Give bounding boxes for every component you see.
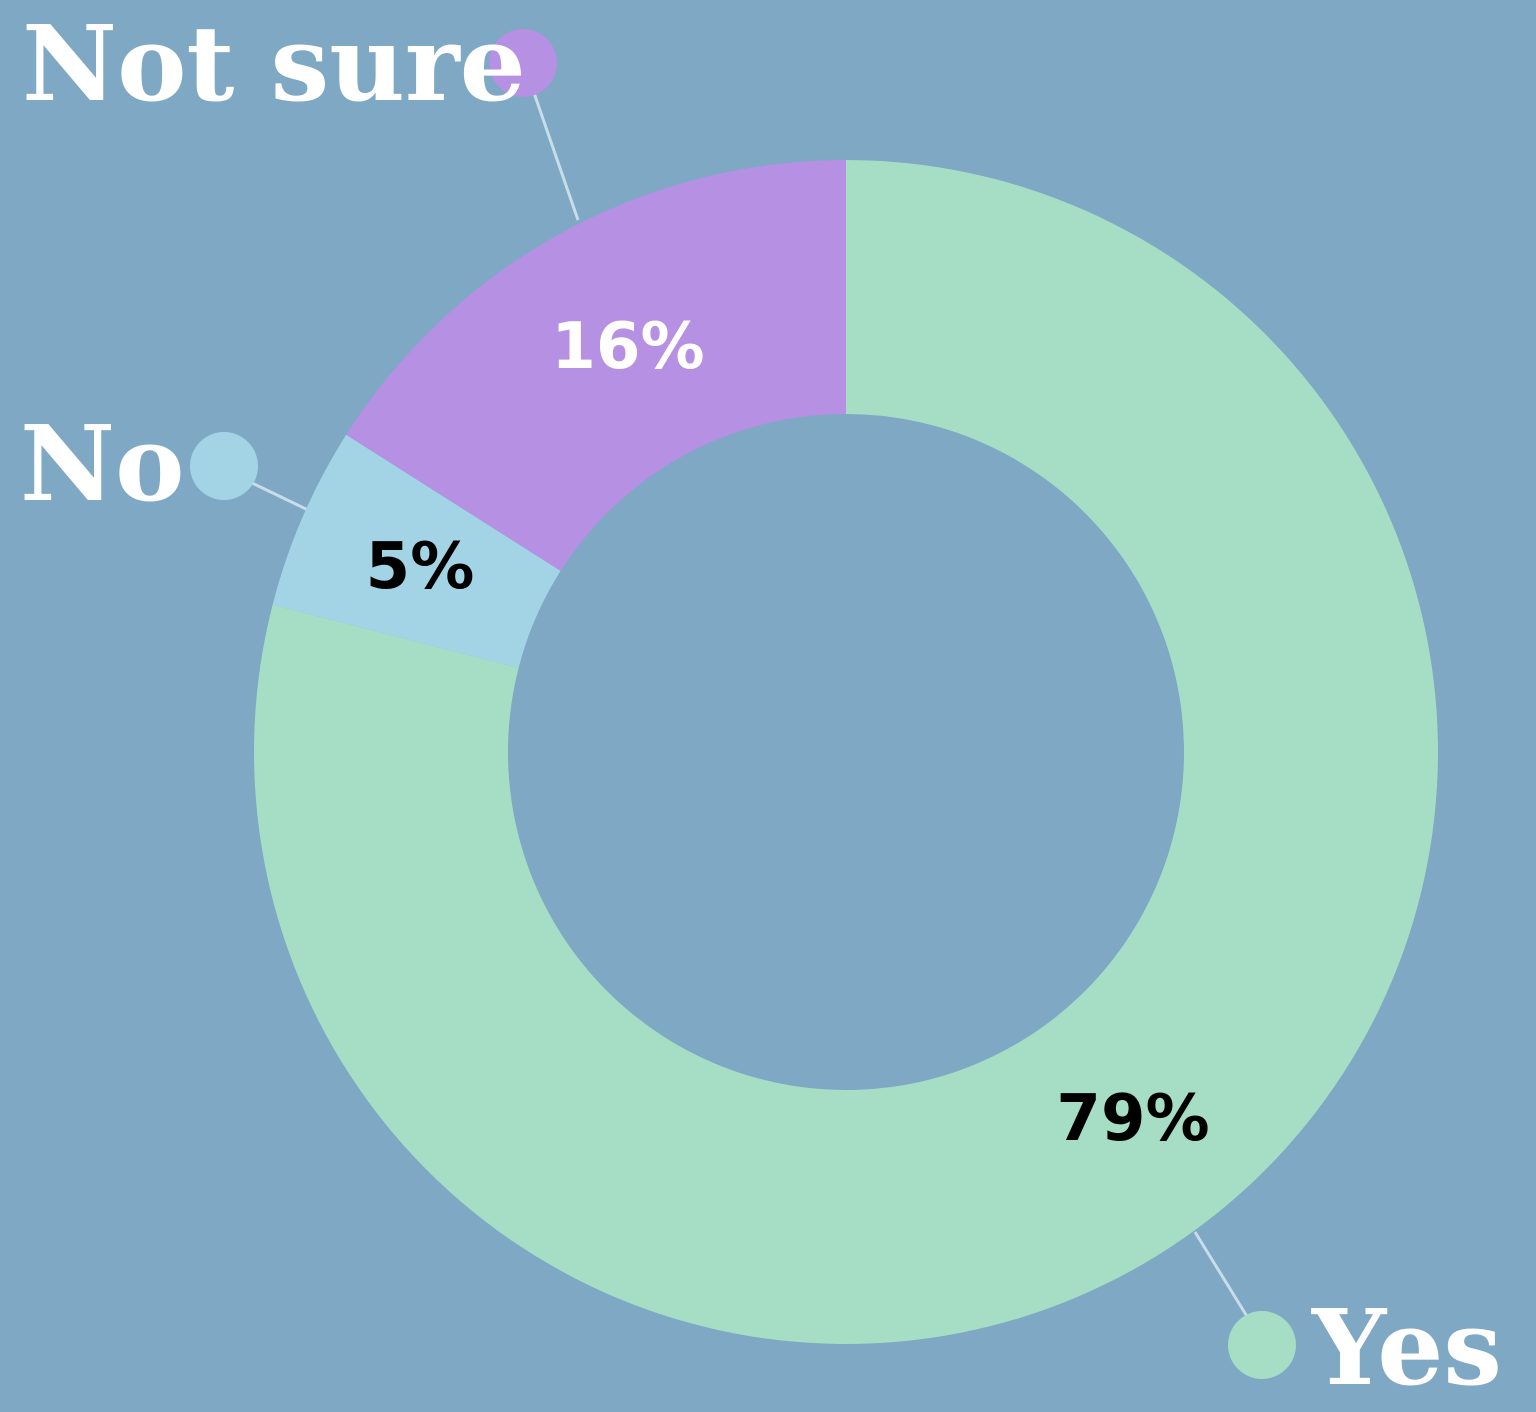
donut-slices: [254, 160, 1438, 1344]
legend-dots: [190, 29, 1296, 1379]
value-label-not-sure: 16%: [551, 310, 704, 384]
value-label-yes: 79%: [1056, 1082, 1209, 1156]
legend-dot-no: [190, 432, 258, 500]
legend-dot-yes: [1228, 1311, 1296, 1379]
category-label-not-sure: Not sure: [22, 2, 526, 125]
leader-line-yes: [1193, 1231, 1250, 1319]
legend-dot-not-sure: [489, 29, 557, 97]
category-label-yes: Yes: [1311, 1286, 1502, 1409]
value-label-no: 5%: [366, 530, 475, 604]
slice-yes: [254, 160, 1438, 1344]
leader-line-no: [249, 480, 309, 512]
leader-line-not-sure: [531, 89, 580, 221]
slice-no: [272, 434, 561, 668]
leader-lines: [249, 89, 1250, 1319]
category-label-no: No: [20, 402, 184, 525]
slice-not-sure: [346, 160, 846, 571]
